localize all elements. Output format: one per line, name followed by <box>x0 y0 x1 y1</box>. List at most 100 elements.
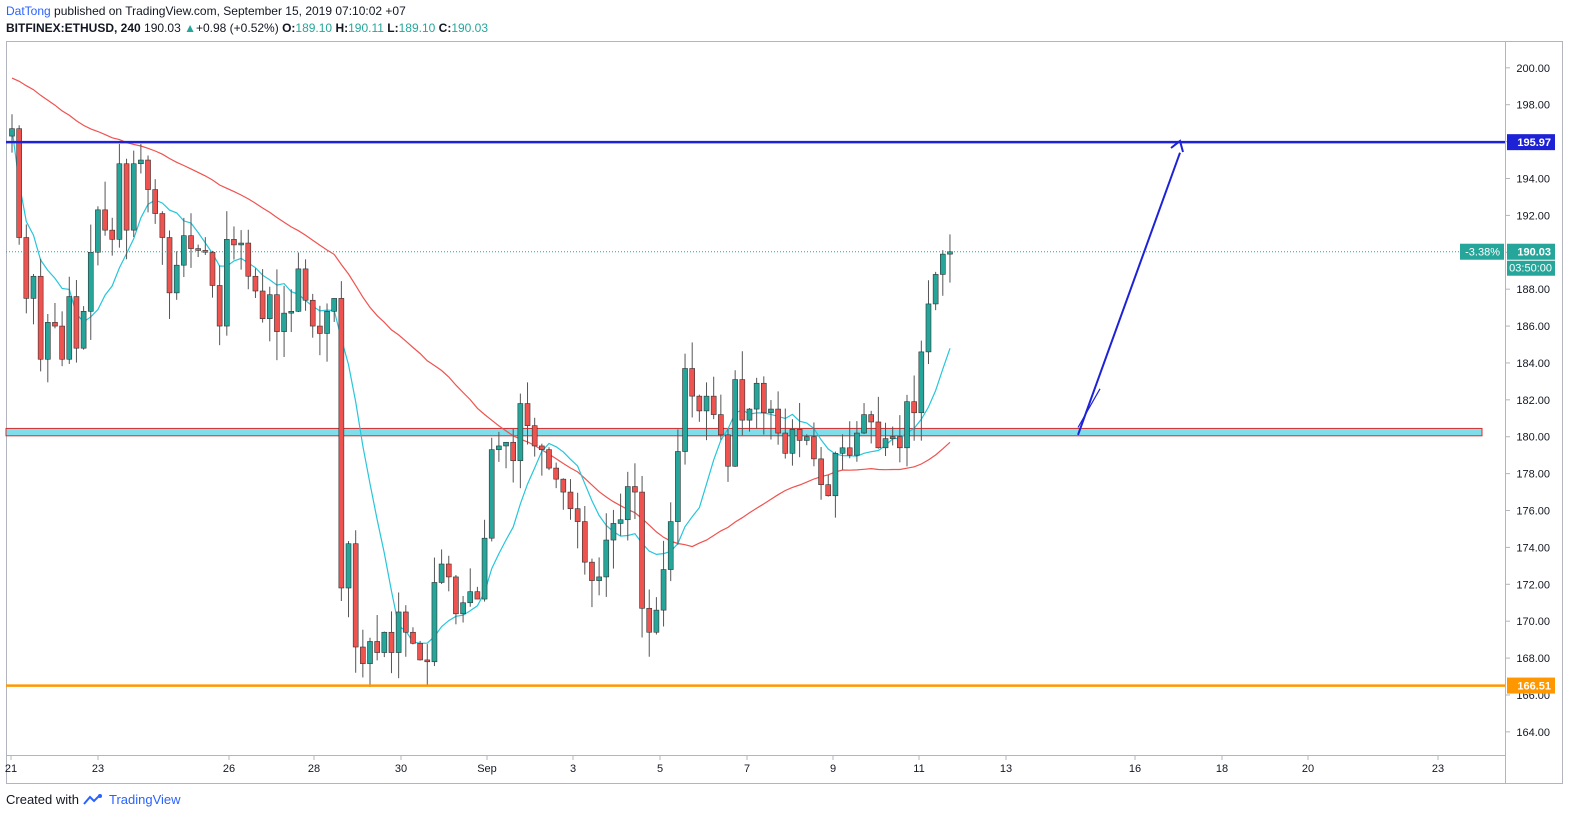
candle <box>610 509 617 569</box>
candle-body <box>710 395 717 415</box>
candle-body <box>768 408 774 414</box>
tradingview-brand-link[interactable]: TradingView <box>108 792 181 807</box>
price-tick-label: 188.00 <box>1516 284 1550 296</box>
candle <box>918 340 925 441</box>
created-with-text: Created with <box>6 792 79 807</box>
candle-body <box>402 611 409 633</box>
candle <box>639 475 645 638</box>
candle <box>553 462 559 489</box>
candle <box>868 410 875 444</box>
author-link[interactable]: DatTong <box>6 4 51 18</box>
candle-body <box>889 436 896 439</box>
candle <box>224 211 230 336</box>
candle-body <box>73 296 80 349</box>
candle <box>710 376 717 420</box>
candle-body <box>539 445 545 450</box>
candle-body <box>624 486 631 521</box>
candle-body <box>181 235 187 266</box>
candle-body <box>739 379 746 421</box>
candle <box>245 229 252 290</box>
candle-body <box>424 659 431 663</box>
candle-body <box>524 403 531 426</box>
candle <box>388 611 395 674</box>
candle-body <box>224 239 230 327</box>
candle <box>324 303 330 362</box>
time-tick-label: 9 <box>830 763 836 775</box>
candle-body <box>324 311 330 334</box>
projection-arrowhead <box>1170 139 1184 153</box>
fast-moving-average-line <box>11 128 951 644</box>
close-value: 190.03 <box>451 21 489 35</box>
candle-body <box>875 421 882 449</box>
candle-body <box>166 237 173 294</box>
candle <box>288 289 295 333</box>
symbol-label[interactable]: BITFINEX:ETHUSD <box>6 21 114 35</box>
candle <box>854 421 860 462</box>
price-tick-label: 194.00 <box>1516 173 1550 185</box>
candle <box>302 259 309 311</box>
candle <box>703 382 710 441</box>
candle-body <box>653 609 660 633</box>
candle-body <box>410 631 416 644</box>
candle <box>524 382 531 445</box>
candle <box>73 280 80 363</box>
candle-body <box>438 563 445 583</box>
candle <box>653 597 660 635</box>
candle-body <box>95 209 101 253</box>
candle <box>503 441 509 469</box>
candle-body <box>818 458 824 485</box>
candle <box>367 637 373 688</box>
candle <box>589 558 595 608</box>
candle-body <box>617 519 624 524</box>
interval-label[interactable]: 240 <box>120 21 141 35</box>
price-tick-label: 176.00 <box>1516 506 1550 518</box>
time-tick-label: 5 <box>657 763 663 775</box>
candle-body <box>460 602 466 615</box>
candle-body <box>825 484 832 497</box>
candle-body <box>775 408 781 434</box>
candle <box>832 451 839 518</box>
candle <box>173 251 180 300</box>
candle <box>911 375 917 441</box>
candle-body <box>667 521 674 570</box>
candle <box>596 557 602 596</box>
candle-body <box>467 591 474 604</box>
candle <box>725 428 731 482</box>
candle-body <box>66 296 73 360</box>
time-tick-label: 18 <box>1216 763 1228 775</box>
candle-body <box>216 285 223 327</box>
footer: Created with TradingView <box>6 792 181 807</box>
candle-body <box>453 576 459 615</box>
candle <box>603 513 610 597</box>
candle <box>238 230 244 270</box>
candle <box>689 342 696 418</box>
time-tick-label: 3 <box>570 763 576 775</box>
candle <box>417 640 423 661</box>
candle <box>925 280 932 365</box>
candle-body <box>703 395 710 412</box>
candle <box>360 629 366 678</box>
candle <box>861 403 867 434</box>
candle-body <box>803 436 810 441</box>
time-tick-label: 13 <box>1000 763 1012 775</box>
candle <box>438 549 445 584</box>
candle <box>66 276 73 364</box>
candle-body <box>138 159 144 165</box>
candle <box>474 586 481 600</box>
candle-body <box>374 641 380 653</box>
candle-body <box>718 414 724 436</box>
tradingview-logo-icon <box>83 794 102 805</box>
candle <box>732 370 738 467</box>
candle <box>37 258 44 372</box>
candle-body <box>481 537 488 600</box>
high-label: H: <box>335 21 349 35</box>
candle <box>130 150 137 238</box>
candle-body <box>295 268 302 312</box>
time-tick-label: 30 <box>395 763 407 775</box>
candle <box>789 419 796 466</box>
candle-body <box>696 395 703 412</box>
support-price-label: 166.51 <box>1517 681 1551 693</box>
candle <box>181 217 187 278</box>
candle-body <box>30 275 37 299</box>
